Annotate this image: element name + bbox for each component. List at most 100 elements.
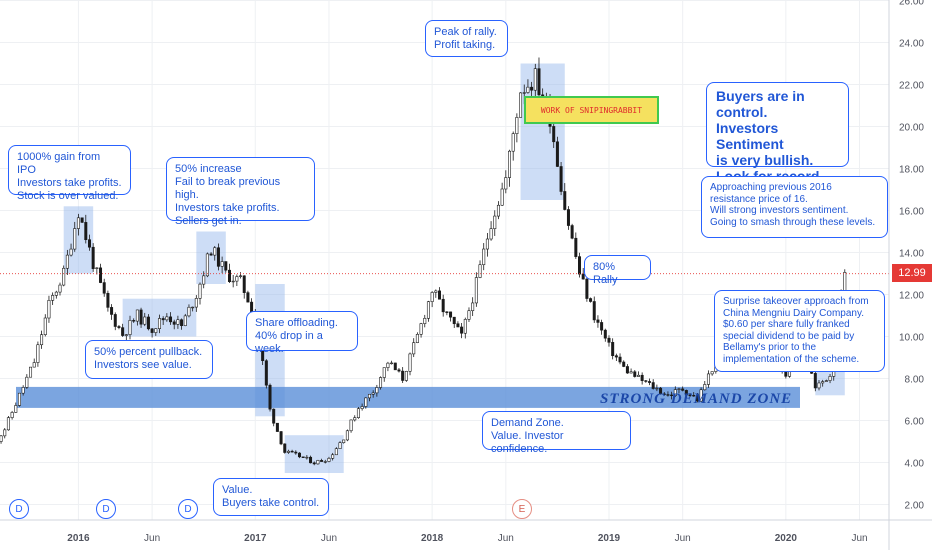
candle-up — [356, 408, 360, 418]
candle-up — [636, 374, 640, 377]
candle-up — [817, 382, 821, 389]
candle-down — [401, 370, 405, 381]
x-tick-label: Jun — [851, 533, 867, 544]
candle-down — [121, 327, 125, 336]
candle-up — [434, 290, 438, 293]
candle-up — [143, 316, 147, 325]
candle-down — [651, 382, 655, 389]
candle-down — [99, 267, 103, 283]
candle-down — [397, 369, 401, 372]
candle-down — [169, 316, 173, 323]
x-tick-label: Jun — [321, 533, 337, 544]
candle-down — [172, 321, 176, 325]
candle-up — [699, 389, 703, 402]
candle-up — [6, 417, 10, 431]
candle-down — [592, 301, 596, 321]
candle-down — [559, 166, 563, 192]
x-tick-label: 2016 — [67, 533, 90, 544]
candle-up — [239, 275, 243, 277]
candle-up — [673, 389, 677, 396]
candle-up — [519, 92, 523, 118]
x-tick-label: Jun — [144, 533, 160, 544]
candle-down — [146, 316, 150, 330]
candle-up — [54, 291, 58, 296]
candle-up — [471, 302, 475, 312]
candle-down — [441, 298, 445, 313]
y-tick-label: 14.00 — [899, 249, 924, 260]
candle-up — [331, 454, 335, 459]
x-tick-label: 2017 — [244, 533, 267, 544]
candle-up — [286, 450, 290, 453]
candle-up — [323, 461, 327, 463]
y-tick-label: 2.00 — [905, 501, 925, 512]
candle-up — [382, 367, 386, 378]
y-tick-label: 16.00 — [899, 207, 924, 218]
candle-down — [449, 311, 453, 318]
candle-up — [493, 215, 497, 230]
candle-up — [367, 393, 371, 399]
candle-down — [139, 309, 143, 325]
candle-down — [227, 269, 231, 282]
candle-up — [504, 177, 508, 190]
candle-down — [437, 290, 441, 300]
candle-down — [570, 225, 574, 239]
candle-up — [677, 388, 681, 390]
candle-up — [43, 317, 47, 335]
callout-ipo-gain: 1000% gain from IPO Investors take profi… — [8, 145, 131, 202]
y-axis: 2.00 4.00 6.00 8.00 10.00 12.00 14.00 16.00 18.0… — [888, 0, 925, 550]
x-tick-label: 2019 — [598, 533, 621, 544]
candle-down — [294, 451, 298, 454]
candle-up — [334, 448, 338, 456]
candle-down — [581, 273, 585, 280]
candle-down — [445, 311, 449, 313]
candle-down — [80, 217, 84, 223]
candle-up — [379, 377, 383, 388]
candle-up — [231, 280, 235, 283]
candle-down — [662, 393, 666, 395]
candle-down — [460, 326, 464, 334]
candle-down — [684, 390, 688, 396]
dividend-marker-icon[interactable]: D — [178, 499, 198, 519]
candle-up — [157, 318, 161, 329]
candle-up — [62, 267, 66, 286]
candle-up — [533, 68, 537, 91]
candle-up — [404, 371, 408, 381]
candle-up — [478, 264, 482, 278]
highlight-range — [196, 231, 226, 284]
candle-up — [526, 86, 530, 93]
candle-up — [21, 387, 25, 394]
candle-up — [338, 442, 342, 449]
candle-down — [585, 278, 589, 299]
candle-down — [695, 395, 699, 402]
candle-up — [353, 417, 357, 421]
candle-up — [371, 392, 375, 395]
y-tick-label: 12.00 — [899, 291, 924, 302]
y-tick-label: 22.00 — [899, 81, 924, 92]
candle-up — [154, 328, 158, 333]
candle-down — [150, 328, 154, 333]
callout-resistance: Approaching previous 2016 resistance pri… — [701, 176, 888, 238]
callout-value: Value. Buyers take control. — [213, 478, 329, 516]
candle-up — [29, 366, 33, 378]
earnings-marker-icon[interactable]: E — [512, 499, 532, 519]
candle-down — [209, 253, 213, 256]
candle-up — [51, 295, 55, 301]
candle-down — [246, 292, 250, 303]
callout-takeover: Surprise takeover approach from China Me… — [714, 290, 885, 372]
candle-up — [489, 228, 493, 240]
candle-down — [309, 456, 313, 464]
candle-down — [91, 246, 95, 269]
candle-down — [566, 209, 570, 226]
candle-down — [102, 282, 106, 294]
callout-peak: Peak of rally. Profit taking. — [425, 20, 508, 57]
dividend-marker-icon[interactable]: D — [9, 499, 29, 519]
candle-up — [474, 277, 478, 304]
candle-up — [415, 334, 419, 343]
candle-up — [220, 261, 224, 267]
candle-up — [629, 371, 633, 374]
dividend-marker-icon[interactable]: D — [96, 499, 116, 519]
candle-up — [386, 362, 390, 368]
candle-up — [655, 387, 659, 390]
candle-up — [73, 228, 77, 250]
